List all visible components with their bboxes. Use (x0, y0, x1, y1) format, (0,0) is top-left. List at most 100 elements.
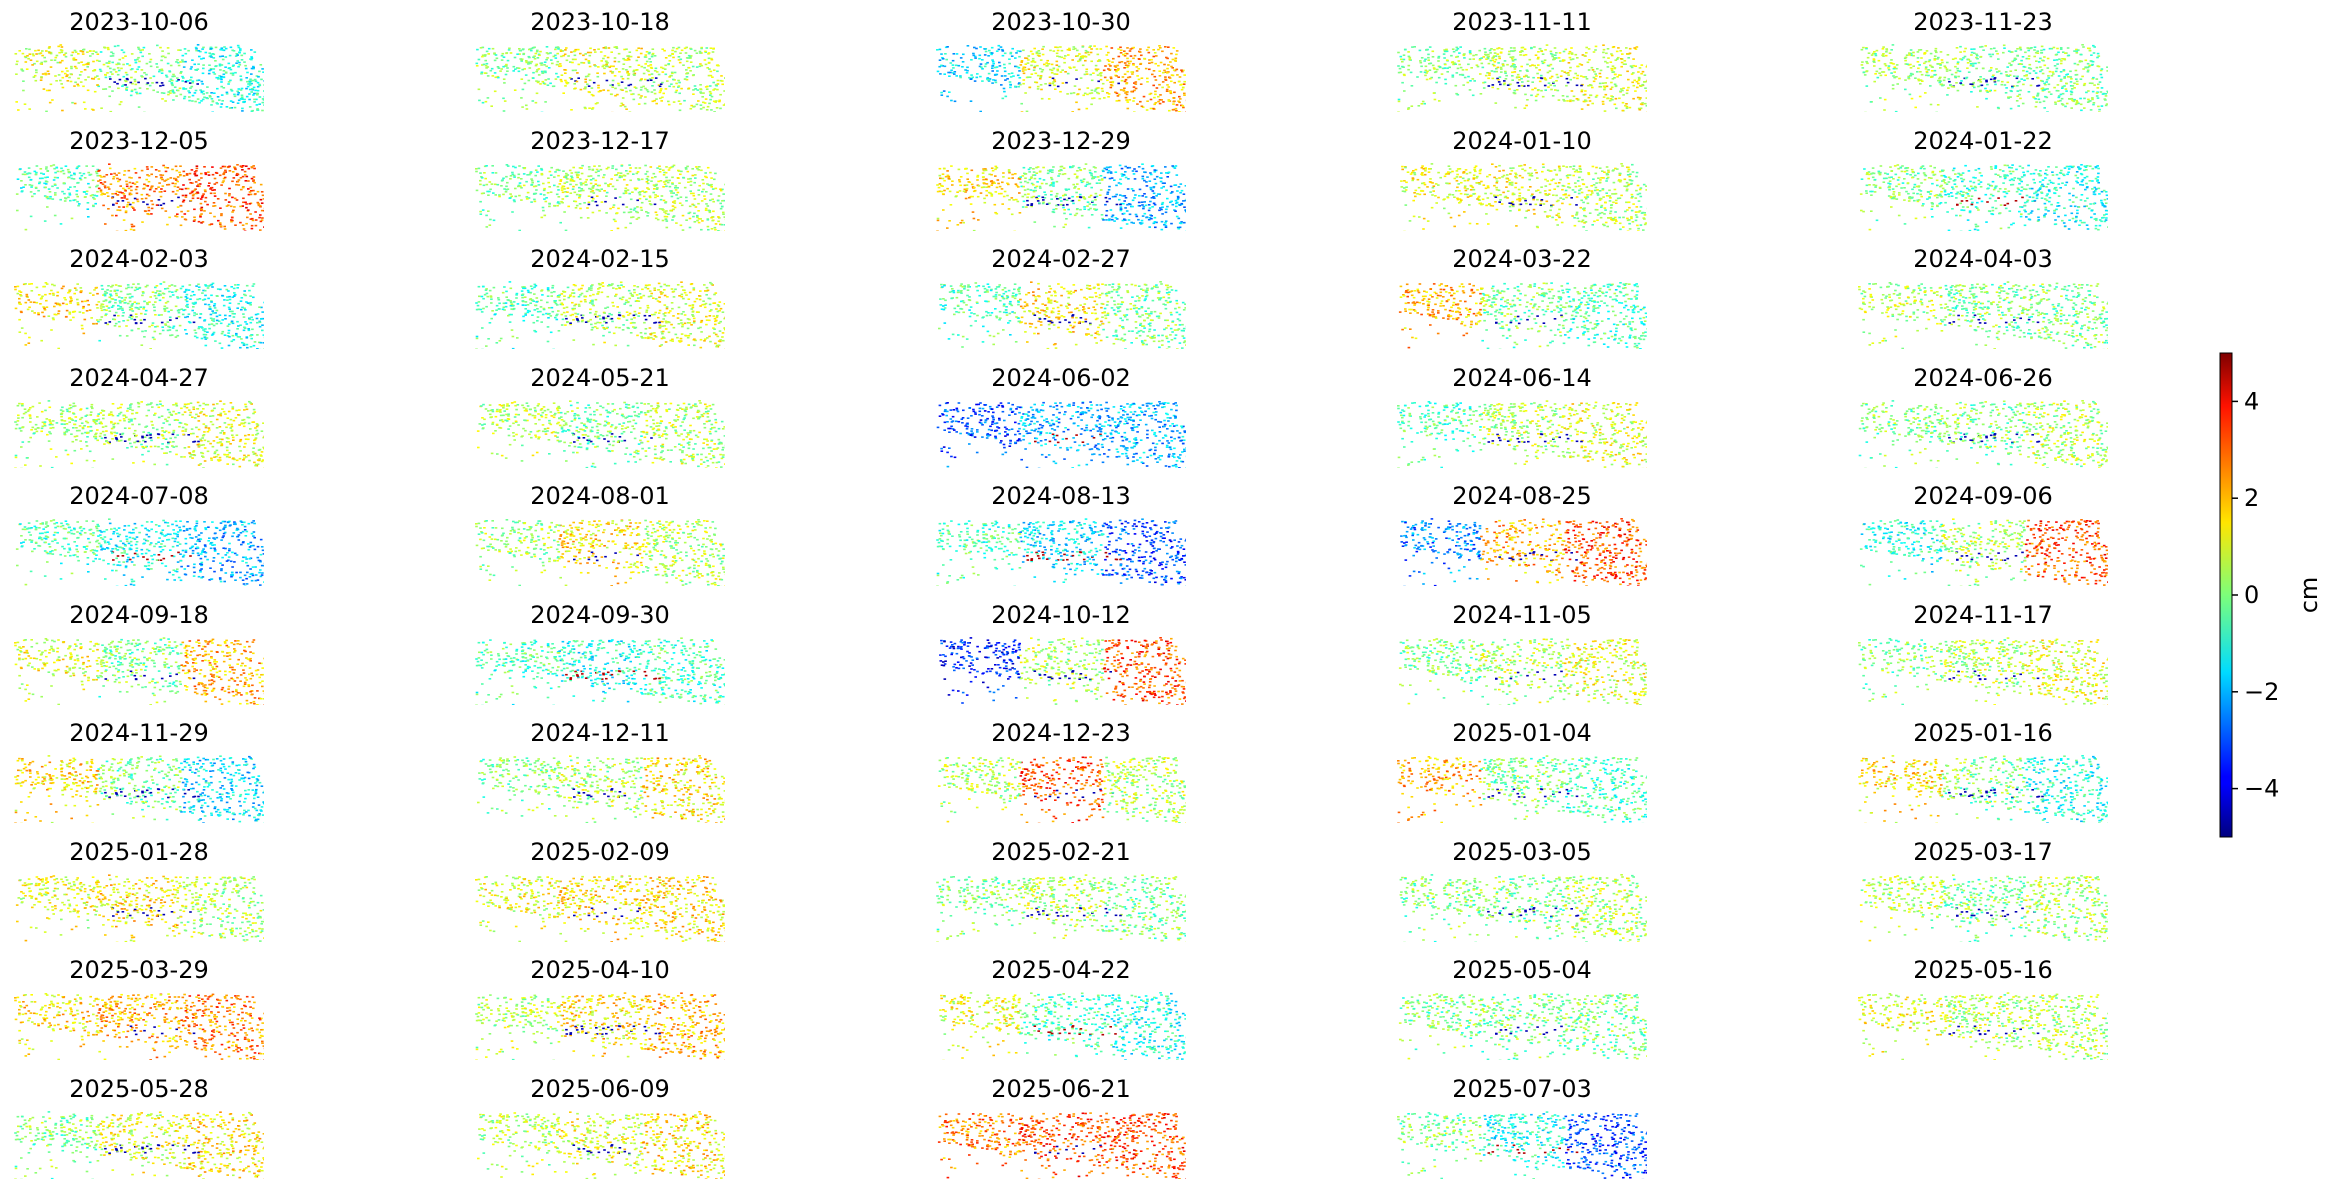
subplot-panel: 2024-08-01 (461, 474, 861, 586)
subplot-panel: 2025-04-10 (461, 948, 861, 1060)
map-pixels (475, 163, 725, 231)
deformation-map (14, 755, 264, 823)
subplot-title: 2024-04-03 (1858, 245, 2108, 273)
subplot-title: 2023-12-29 (936, 127, 1186, 155)
subplot-panel: 2024-04-27 (0, 356, 400, 468)
subplot-panel: 2024-06-26 (1844, 356, 2244, 468)
subplot-panel: 2024-12-11 (461, 711, 861, 823)
map-pixels (1398, 637, 1647, 705)
deformation-map (475, 874, 725, 942)
map-pixels (476, 399, 725, 468)
deformation-map (14, 399, 264, 468)
subplot-panel: 2023-12-05 (0, 119, 400, 231)
map-pixels (1859, 873, 2108, 942)
map-pixels (1859, 163, 2108, 231)
deformation-map (1398, 993, 1647, 1060)
map-pixels (1400, 518, 1647, 586)
deformation-map (14, 1110, 264, 1179)
subplot-panel: 2024-05-21 (461, 356, 861, 468)
subplot-title: 2024-03-22 (1397, 245, 1647, 273)
subplot-title: 2025-03-05 (1397, 838, 1647, 866)
subplot-panel: 2025-05-28 (0, 1067, 400, 1179)
subplot-title: 2023-10-30 (936, 8, 1186, 36)
map-pixels (1858, 281, 2108, 349)
colorbar-tick-label: −2 (2244, 678, 2279, 706)
deformation-map (936, 162, 1186, 231)
subplot-title: 2023-11-11 (1397, 8, 1647, 36)
deformation-map (1400, 162, 1647, 231)
deformation-map (1858, 755, 2108, 823)
subplot-title: 2023-11-23 (1858, 8, 2108, 36)
deformation-map (14, 281, 264, 349)
map-pixels (1398, 993, 1647, 1060)
map-pixels (475, 636, 725, 705)
map-pixels (475, 519, 725, 586)
subplot-panel: 2024-02-03 (0, 237, 400, 349)
subplot-panel: 2024-11-17 (1844, 593, 2244, 705)
subplot-title: 2025-03-17 (1858, 838, 2108, 866)
colorbar-tick-label: 4 (2244, 387, 2259, 415)
colorbar-gradient (2219, 352, 2233, 838)
deformation-map (477, 755, 725, 823)
subplot-panel: 2024-09-30 (461, 593, 861, 705)
deformation-map (1400, 518, 1647, 586)
subplot-title: 2025-06-09 (475, 1075, 725, 1103)
deformation-map (1398, 637, 1647, 705)
map-pixels (1399, 873, 1647, 942)
map-pixels (938, 281, 1186, 349)
deformation-map (1398, 282, 1647, 349)
subplot-title: 2025-05-28 (14, 1075, 264, 1103)
subplot-panel: 2024-10-12 (922, 593, 1322, 705)
map-pixels (15, 162, 264, 231)
map-pixels (475, 874, 725, 942)
subplot-panel: 2024-06-02 (922, 356, 1322, 468)
deformation-map (936, 44, 1186, 112)
subplot-panel: 2025-02-09 (461, 830, 861, 942)
deformation-map (15, 518, 264, 586)
subplot-title: 2024-12-11 (475, 719, 725, 747)
subplot-panel: 2025-03-17 (1844, 830, 2244, 942)
deformation-map (15, 162, 264, 231)
deformation-map (14, 636, 264, 705)
subplot-panel: 2024-12-23 (922, 711, 1322, 823)
map-pixels (939, 636, 1186, 705)
subplot-title: 2025-03-29 (14, 956, 264, 984)
map-pixels (1398, 282, 1647, 349)
subplot-title: 2024-09-06 (1858, 482, 2108, 510)
map-pixels (14, 755, 264, 823)
subplot-panel: 2024-06-14 (1383, 356, 1783, 468)
map-pixels (1860, 44, 2108, 112)
subplot-panel: 2023-10-18 (461, 0, 861, 112)
subplot-panel: 2024-04-03 (1844, 237, 2244, 349)
subplot-panel: 2025-03-29 (0, 948, 400, 1060)
subplot-title: 2024-06-14 (1397, 364, 1647, 392)
subplot-title: 2025-05-16 (1858, 956, 2108, 984)
deformation-map (1397, 399, 1647, 468)
deformation-map (1397, 1110, 1647, 1179)
map-pixels (936, 44, 1186, 112)
subplot-title: 2024-08-13 (936, 482, 1186, 510)
subplot-panel: 2025-02-21 (922, 830, 1322, 942)
subplot-title: 2023-10-18 (475, 8, 725, 36)
map-pixels (475, 992, 725, 1060)
map-pixels (14, 993, 264, 1060)
subplot-title: 2025-01-04 (1397, 719, 1647, 747)
deformation-map (1397, 44, 1647, 112)
subplot-panel: 2023-10-30 (922, 0, 1322, 112)
deformation-map (475, 281, 725, 349)
map-pixels (1858, 636, 2108, 705)
subplot-title: 2024-08-01 (475, 482, 725, 510)
subplot-panel: 2025-07-03 (1383, 1067, 1783, 1179)
map-pixels (939, 992, 1186, 1060)
subplot-title: 2025-01-28 (14, 838, 264, 866)
subplot-title: 2025-04-10 (475, 956, 725, 984)
subplot-panel: 2025-06-09 (461, 1067, 861, 1179)
deformation-map (1858, 281, 2108, 349)
subplot-title: 2024-12-23 (936, 719, 1186, 747)
subplot-panel: 2024-09-06 (1844, 474, 2244, 586)
subplot-title: 2024-08-25 (1397, 482, 1647, 510)
deformation-map (14, 44, 264, 112)
subplot-title: 2024-02-27 (936, 245, 1186, 273)
map-pixels (475, 281, 725, 349)
